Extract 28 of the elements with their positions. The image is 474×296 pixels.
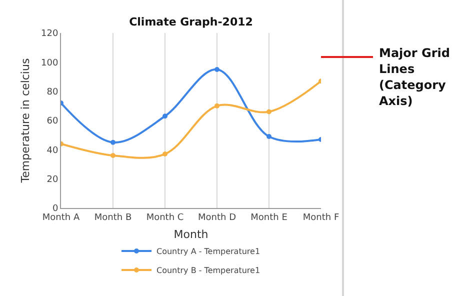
point — [110, 153, 116, 158]
y-axis-title: Temperature in celcius — [19, 58, 32, 184]
x-tick-label: Month D — [198, 212, 236, 223]
point — [110, 140, 116, 145]
point — [214, 103, 220, 108]
point — [162, 152, 168, 157]
y-tick-label: 20 — [46, 174, 58, 185]
x-axis-title: Month — [174, 228, 208, 241]
x-tick-label: Month C — [146, 212, 184, 223]
point — [266, 134, 272, 140]
text: Major Grid Lines (Category Axis) — [379, 45, 451, 109]
x-tick-label: Month A — [42, 212, 80, 223]
x-tick-label: Month F — [302, 212, 340, 223]
x-tick-label: Month B — [94, 212, 132, 223]
y-tick-label: 80 — [46, 87, 58, 98]
point — [266, 109, 272, 114]
chart-title: Climate Graph-2012 — [129, 15, 253, 28]
point — [162, 114, 168, 119]
y-tick-label: 40 — [46, 146, 58, 156]
legend-label: Country B - Temperature1 — [156, 266, 260, 276]
y-tick-label: 60 — [46, 116, 58, 127]
y-tick-label: 100 — [41, 58, 58, 68]
x-tick-label: Month E — [250, 212, 288, 223]
y-tick-label: 120 — [41, 29, 58, 40]
legend-label: Country A - Temperature1 — [156, 247, 260, 256]
line-series — [61, 66, 321, 145]
point — [214, 66, 220, 72]
y-tick-label: 0 — [52, 204, 58, 214]
